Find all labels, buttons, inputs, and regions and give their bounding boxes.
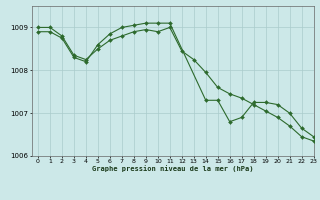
X-axis label: Graphe pression niveau de la mer (hPa): Graphe pression niveau de la mer (hPa) xyxy=(92,165,253,172)
